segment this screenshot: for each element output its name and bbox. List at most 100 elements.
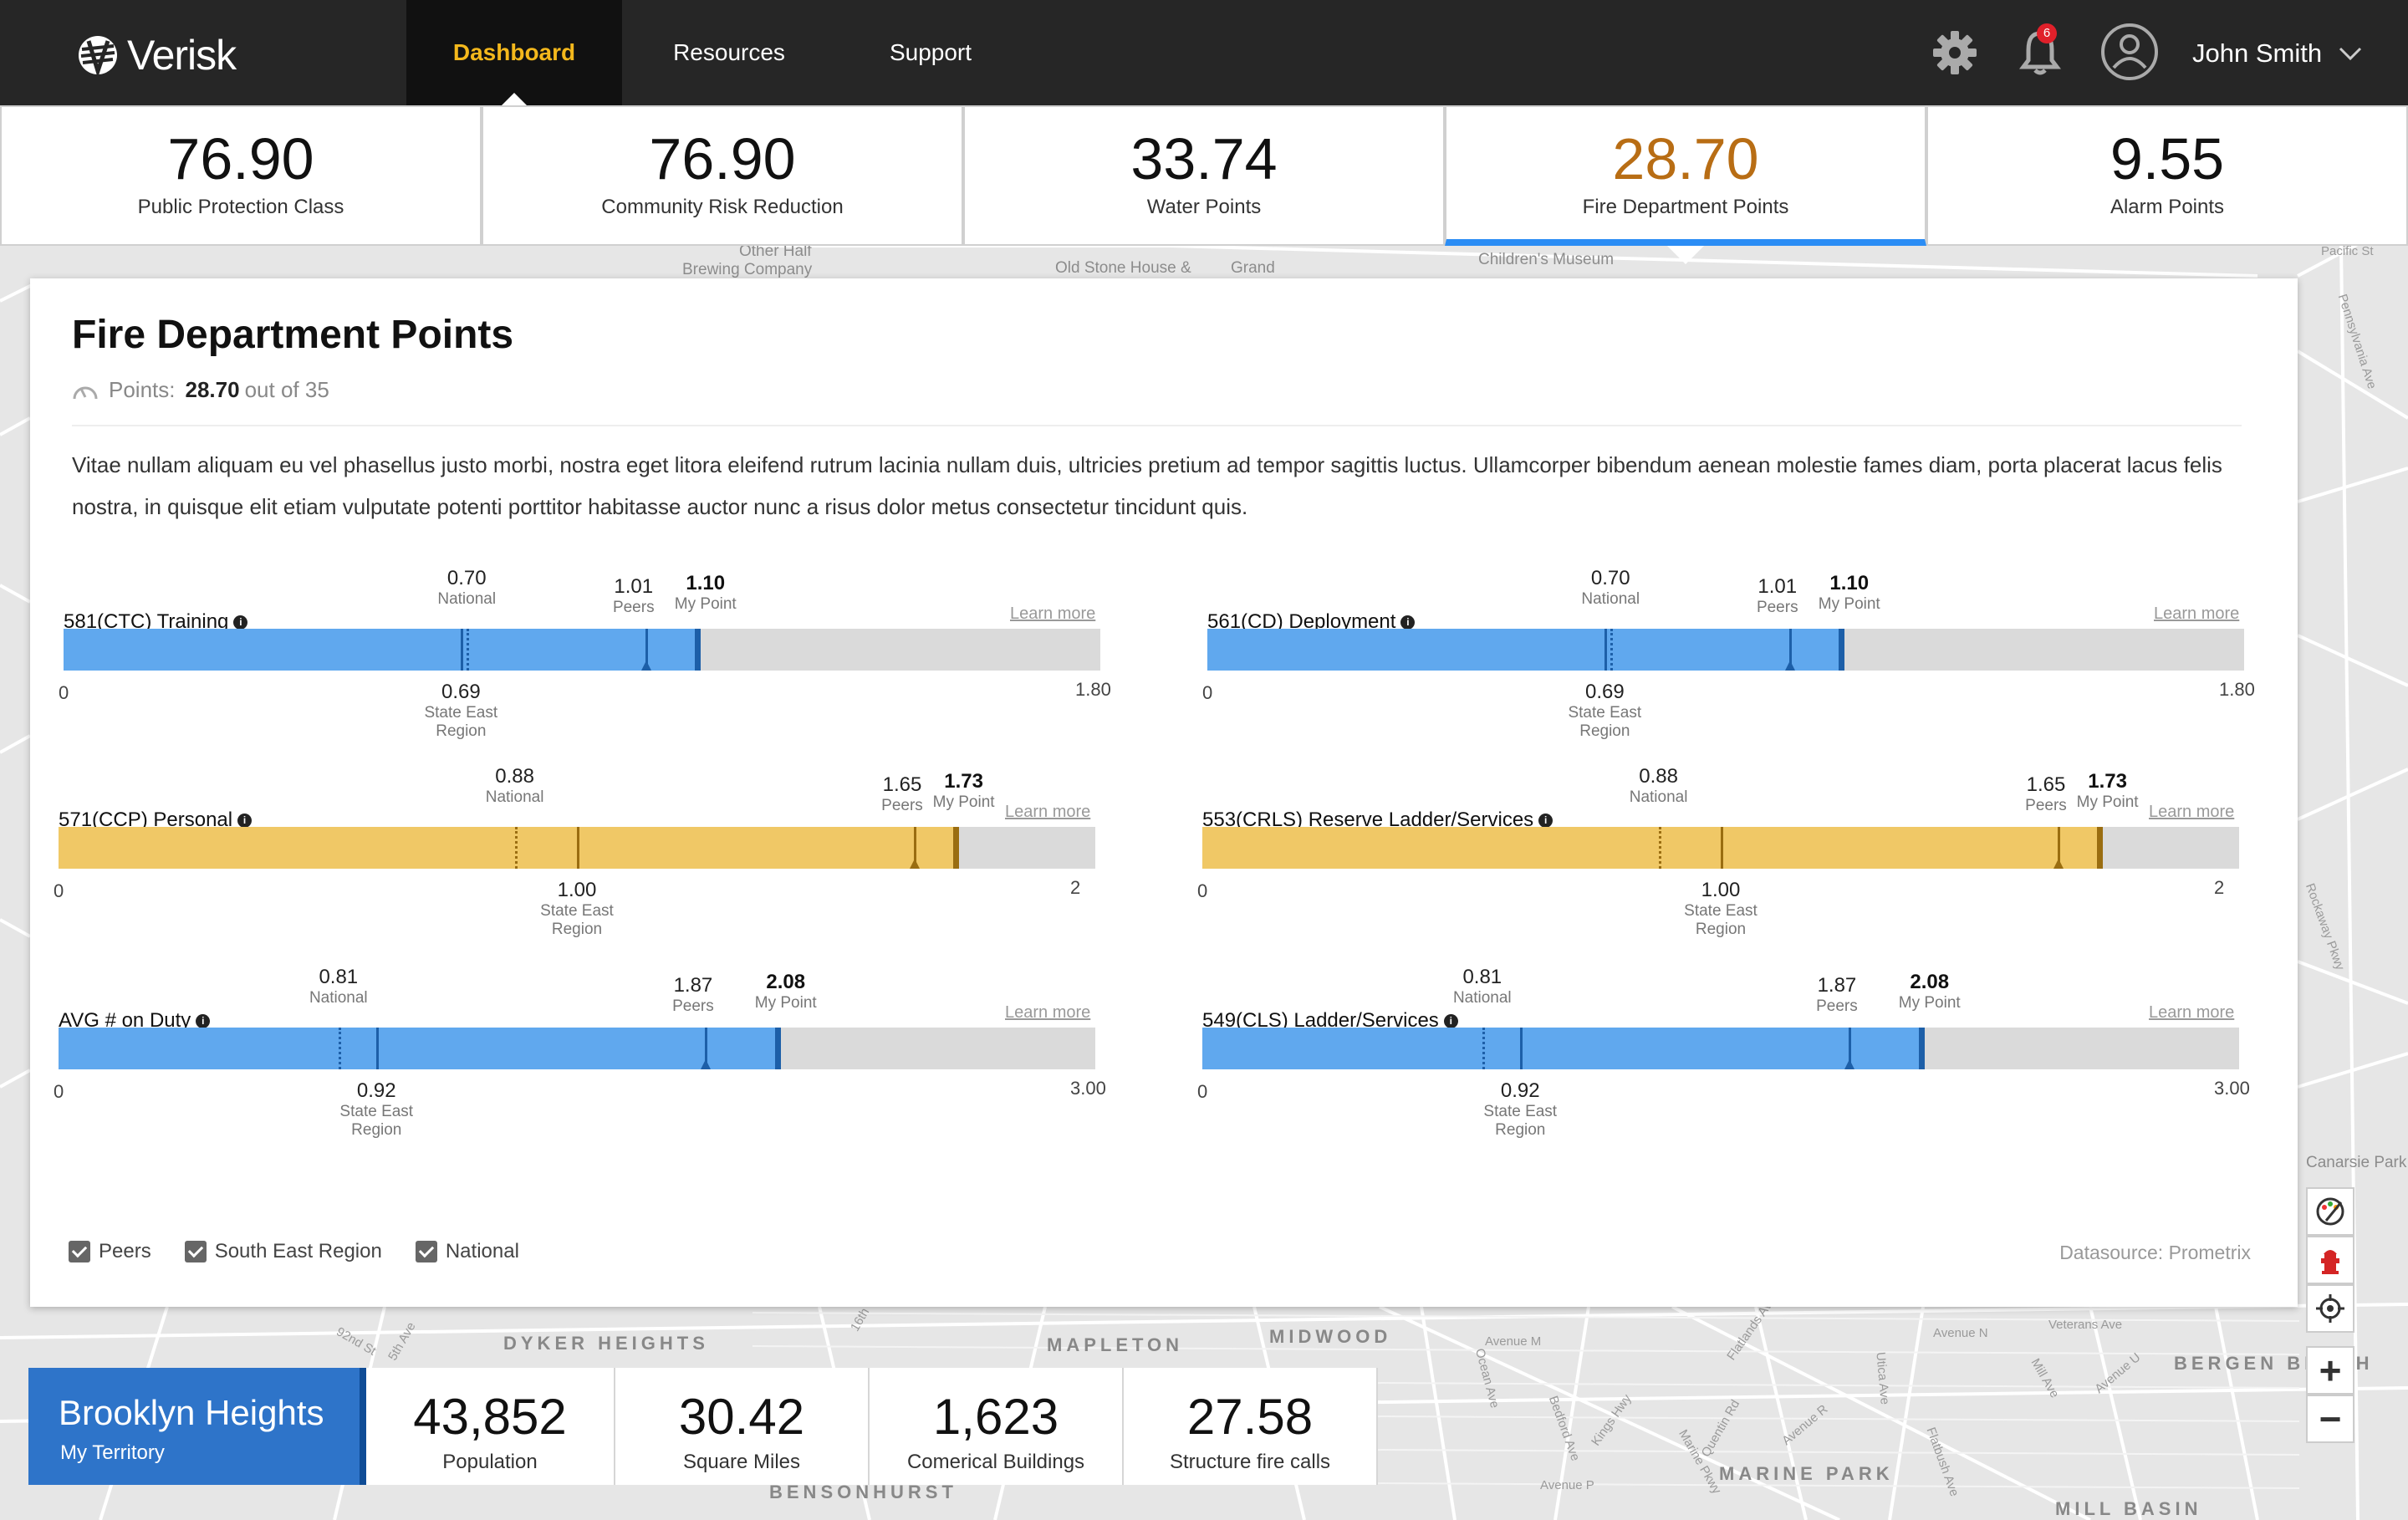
- axis-max-label: 1.80: [1075, 679, 1111, 700]
- tab-support[interactable]: Support: [889, 39, 972, 65]
- region-marker-caption: Region: [1495, 1121, 1546, 1139]
- region-marker-caption: State East: [1568, 704, 1642, 722]
- stat-label: Comerical Buildings: [906, 1451, 1085, 1473]
- hydrant-layer-button[interactable]: [2306, 1236, 2354, 1284]
- peers-marker-caption: Peers: [672, 997, 714, 1015]
- peers-arrow-icon: [1844, 1059, 1854, 1069]
- gauge-icon: [73, 386, 98, 399]
- verisk-logo[interactable]: Verisk: [77, 32, 237, 79]
- region-tick: [1604, 629, 1608, 671]
- tile-fire-department-points[interactable]: 28.70 Fire Department Points: [1445, 105, 1926, 264]
- user-name[interactable]: John Smith: [2192, 38, 2323, 68]
- region-marker-caption: State East: [1684, 902, 1758, 920]
- layer-style-button[interactable]: [2306, 1187, 2354, 1236]
- user-avatar-icon[interactable]: [2100, 23, 2159, 81]
- map-street-label: Avenue M: [1485, 1334, 1542, 1349]
- region-marker-value: 0.69: [441, 681, 481, 703]
- legend-label: National: [445, 1240, 519, 1262]
- national-marker-caption: National: [1452, 989, 1512, 1007]
- legend-label: Peers: [99, 1240, 151, 1262]
- axis-max-label: 1.80: [2219, 679, 2255, 700]
- my-point-tick: [774, 1028, 781, 1069]
- peers-marker: 1.87 Peers: [1770, 974, 1904, 1016]
- tile-alarm-points[interactable]: 9.55 Alarm Points: [1926, 105, 2408, 246]
- my-point-marker: 1.73 My Point: [2041, 770, 2175, 812]
- tile-community-risk-reduction[interactable]: 76.90 Community Risk Reduction: [482, 105, 963, 246]
- map-place-label: Old Stone House &: [1055, 259, 1191, 277]
- region-tick: [1721, 827, 1723, 869]
- my-point-marker-value: 2.08: [766, 971, 806, 993]
- my-point-tick: [2096, 827, 2103, 869]
- tile-water-points[interactable]: 33.74 Water Points: [963, 105, 1445, 246]
- legend-national-checkbox[interactable]: National: [415, 1240, 519, 1263]
- legend-region-checkbox[interactable]: South East Region: [184, 1240, 382, 1263]
- learn-more-link[interactable]: Learn more: [2149, 1003, 2235, 1022]
- points-label: Points:: [109, 377, 176, 402]
- map-place-label: Canarsie Park: [2306, 1154, 2407, 1171]
- legend-peers-checkbox[interactable]: Peers: [69, 1240, 151, 1263]
- national-marker: 0.88 National: [1592, 765, 1726, 807]
- peers-arrow-icon: [640, 661, 651, 671]
- stat-structure-fire-calls: 27.58 Structure fire calls: [1124, 1368, 1378, 1485]
- stat-value: 30.42: [678, 1389, 805, 1445]
- zoom-out-button[interactable]: −: [2306, 1395, 2354, 1443]
- axis-min-label: 0: [54, 1081, 64, 1102]
- bar-track: [59, 827, 1095, 869]
- detail-panel: Fire Department Points Points: 28.70 out…: [30, 278, 2298, 1307]
- my-point-marker-caption: My Point: [2076, 793, 2139, 811]
- tab-dashboard[interactable]: Dashboard: [406, 0, 622, 106]
- tab-resources[interactable]: Resources: [673, 39, 785, 65]
- info-icon[interactable]: i: [196, 1013, 211, 1028]
- my-point-marker-caption: My Point: [932, 793, 995, 811]
- learn-more-link[interactable]: Learn more: [1010, 604, 1096, 623]
- my-point-marker: 1.10 My Point: [1783, 572, 1916, 614]
- region-tick: [577, 827, 579, 869]
- info-icon[interactable]: i: [1538, 813, 1553, 828]
- region-marker-caption: State East: [540, 902, 614, 920]
- national-tick: [514, 827, 518, 869]
- tile-value: 33.74: [1130, 126, 1278, 191]
- region-marker: 1.00 State East Region: [1654, 879, 1788, 939]
- tile-public-protection-class[interactable]: 76.90 Public Protection Class: [0, 105, 482, 246]
- my-point-marker-value: 1.10: [686, 572, 726, 594]
- info-icon[interactable]: i: [1400, 615, 1416, 630]
- metric-chart: AVG # on Duty i Learn more 0 3.00 0.81 Nationa…: [54, 966, 1137, 1166]
- info-icon[interactable]: i: [233, 615, 248, 630]
- peers-marker-value: 1.01: [614, 575, 654, 598]
- my-point-tick: [1838, 629, 1844, 671]
- my-point-tick: [1918, 1028, 1925, 1069]
- learn-more-link[interactable]: Learn more: [1005, 1003, 1091, 1022]
- map-place-label: Children's Museum: [1478, 251, 1615, 268]
- peers-marker-value: 1.65: [2026, 773, 2066, 796]
- chevron-down-icon[interactable]: [2338, 46, 2363, 61]
- info-icon[interactable]: i: [237, 813, 253, 828]
- peers-marker-caption: Peers: [1756, 599, 1798, 616]
- metric-chart: 581(CTC) Training i Learn more 0 1.80 0.70 Nat…: [59, 567, 1142, 768]
- territory-name: Brooklyn Heights: [59, 1393, 324, 1432]
- learn-more-link[interactable]: Learn more: [1005, 803, 1091, 821]
- stat-value: 43,852: [413, 1389, 567, 1445]
- panel-description: Vitae nullam aliquam eu vel phasellus ju…: [72, 452, 2222, 519]
- metric-chart: 549(CLS) Ladder/Services i Learn more 0 3.00…: [1197, 966, 2281, 1166]
- region-marker-value: 1.00: [557, 879, 597, 901]
- stat-label: Square Miles: [682, 1451, 801, 1473]
- national-tick: [1610, 629, 1614, 671]
- learn-more-link[interactable]: Learn more: [2149, 803, 2235, 821]
- stat-label: Population: [442, 1451, 538, 1473]
- my-point-marker: 1.10 My Point: [639, 572, 773, 614]
- gear-icon[interactable]: [1931, 29, 1978, 76]
- info-icon[interactable]: i: [1443, 1013, 1458, 1028]
- verisk-logo-icon: [79, 36, 117, 76]
- stat-population: 43,852 Population: [366, 1368, 615, 1485]
- region-marker-caption: Region: [551, 921, 603, 938]
- learn-more-link[interactable]: Learn more: [2154, 604, 2240, 623]
- axis-max-label: 3.00: [2214, 1078, 2250, 1099]
- peers-arrow-icon: [2053, 859, 2064, 869]
- national-marker: 0.81 National: [272, 966, 406, 1007]
- checkbox-checked-icon: [69, 1241, 90, 1262]
- territory-card[interactable]: Brooklyn Heights My Territory: [28, 1368, 366, 1485]
- zoom-in-button[interactable]: +: [2306, 1346, 2354, 1395]
- locate-button[interactable]: [2306, 1284, 2354, 1333]
- region-tick: [461, 629, 464, 671]
- national-marker-value: 0.81: [319, 966, 359, 988]
